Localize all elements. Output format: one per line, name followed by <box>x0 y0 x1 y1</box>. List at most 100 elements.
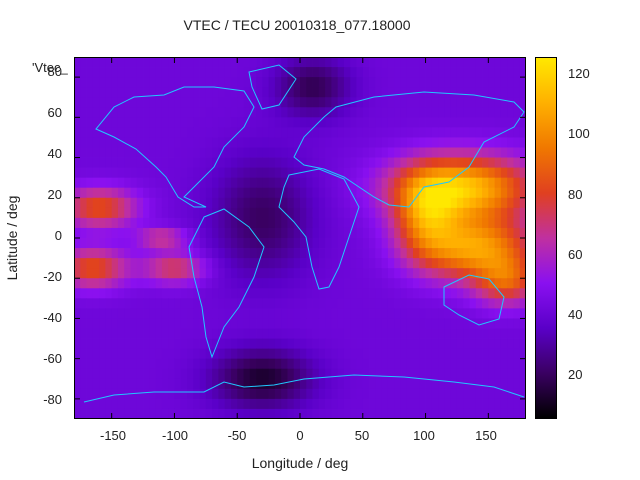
heatmap-cell <box>387 157 395 169</box>
heatmap-cell <box>92 328 100 339</box>
heatmap-cell <box>318 137 326 148</box>
heatmap-cell <box>362 318 370 329</box>
heatmap-cell <box>413 298 420 309</box>
heatmap-cell <box>92 97 100 108</box>
heatmap-cell <box>362 207 370 219</box>
heatmap-cell <box>155 278 163 289</box>
heatmap-cell <box>143 137 150 148</box>
heatmap-cell <box>287 258 295 269</box>
heatmap-cell <box>369 97 376 108</box>
heatmap-cell <box>274 77 282 88</box>
heatmap-cell <box>444 77 452 88</box>
heatmap-cell <box>130 217 138 229</box>
heatmap-cell <box>406 318 414 329</box>
heatmap-cell <box>130 207 138 219</box>
heatmap-cell <box>494 157 502 169</box>
heatmap-cell <box>287 127 295 138</box>
heatmap-cell <box>205 137 213 148</box>
heatmap-cell <box>362 248 370 259</box>
heatmap-cell <box>224 197 232 209</box>
heatmap-cell <box>249 217 257 229</box>
heatmap-cell <box>343 57 351 68</box>
heatmap-cell <box>155 57 163 68</box>
heatmap-cell <box>168 398 175 410</box>
heatmap-cell <box>318 97 326 108</box>
heatmap-cell <box>494 217 502 229</box>
heatmap-cell <box>375 207 383 219</box>
heatmap-cell <box>224 258 232 269</box>
heatmap-cell <box>237 408 244 419</box>
heatmap-cell <box>174 177 182 189</box>
heatmap-cell <box>394 248 401 259</box>
heatmap-cell <box>274 388 282 400</box>
heatmap-cell <box>92 248 100 259</box>
heatmap-cell <box>375 338 383 350</box>
heatmap-cell <box>249 268 257 279</box>
heatmap-cell <box>387 207 395 219</box>
heatmap-cell <box>331 137 339 148</box>
heatmap-cell <box>161 147 169 158</box>
heatmap-cell <box>149 248 157 259</box>
heatmap-cell <box>193 207 200 219</box>
heatmap-cell <box>425 227 433 239</box>
heatmap-cell <box>161 87 169 98</box>
heatmap-cell <box>444 167 452 179</box>
heatmap-cell <box>369 207 376 219</box>
heatmap-cell <box>325 378 332 390</box>
heatmap-cell <box>218 87 226 98</box>
heatmap-cell <box>130 338 138 350</box>
heatmap-cell <box>168 288 175 299</box>
heatmap-cell <box>136 197 144 209</box>
heatmap-cell <box>168 127 175 138</box>
heatmap-cell <box>212 358 219 370</box>
heatmap-cell <box>256 107 263 118</box>
heatmap-cell <box>306 288 313 299</box>
heatmap-cell <box>180 107 188 118</box>
heatmap-cell <box>130 117 138 128</box>
heatmap-cell <box>268 278 276 289</box>
heatmap-cell <box>513 77 521 88</box>
heatmap-cell <box>80 248 87 259</box>
heatmap-cell <box>212 227 219 239</box>
heatmap-cell <box>218 197 226 209</box>
heatmap-cell <box>444 358 452 370</box>
heatmap-cell <box>494 77 502 88</box>
heatmap-cell <box>369 217 376 229</box>
heatmap-cell <box>92 57 100 68</box>
heatmap-cell <box>136 368 144 380</box>
heatmap-cell <box>99 338 106 350</box>
heatmap-cell <box>124 268 131 279</box>
heatmap-cell <box>187 117 194 128</box>
heatmap-cell <box>180 358 188 370</box>
heatmap-cell <box>312 107 320 118</box>
heatmap-cell <box>224 177 232 189</box>
heatmap-cell <box>249 258 257 269</box>
heatmap-cell <box>394 157 401 169</box>
heatmap-cell <box>362 298 370 309</box>
heatmap-cell <box>274 157 282 169</box>
heatmap-cell <box>136 207 144 219</box>
heatmap-cell <box>268 87 276 98</box>
heatmap-cell <box>218 57 226 68</box>
heatmap-cell <box>230 157 238 169</box>
heatmap-cell <box>337 308 345 319</box>
heatmap-cell <box>155 308 163 319</box>
heatmap-cell <box>356 157 364 169</box>
heatmap-cell <box>469 167 477 179</box>
heatmap-cell <box>356 167 364 179</box>
heatmap-cell <box>494 107 502 118</box>
heatmap-cell <box>444 187 452 199</box>
heatmap-cell <box>306 378 313 390</box>
heatmap-cell <box>406 348 414 360</box>
heatmap-cell <box>325 67 332 78</box>
heatmap-cell <box>237 87 244 98</box>
heatmap-cell <box>187 137 194 148</box>
heatmap-cell <box>117 137 125 148</box>
heatmap-cell <box>161 107 169 118</box>
heatmap-cell <box>92 358 100 370</box>
heatmap-cell <box>482 348 489 360</box>
heatmap-cell <box>350 298 357 309</box>
heatmap-cell <box>362 388 370 400</box>
heatmap-cell <box>494 137 502 148</box>
heatmap-cell <box>500 77 508 88</box>
